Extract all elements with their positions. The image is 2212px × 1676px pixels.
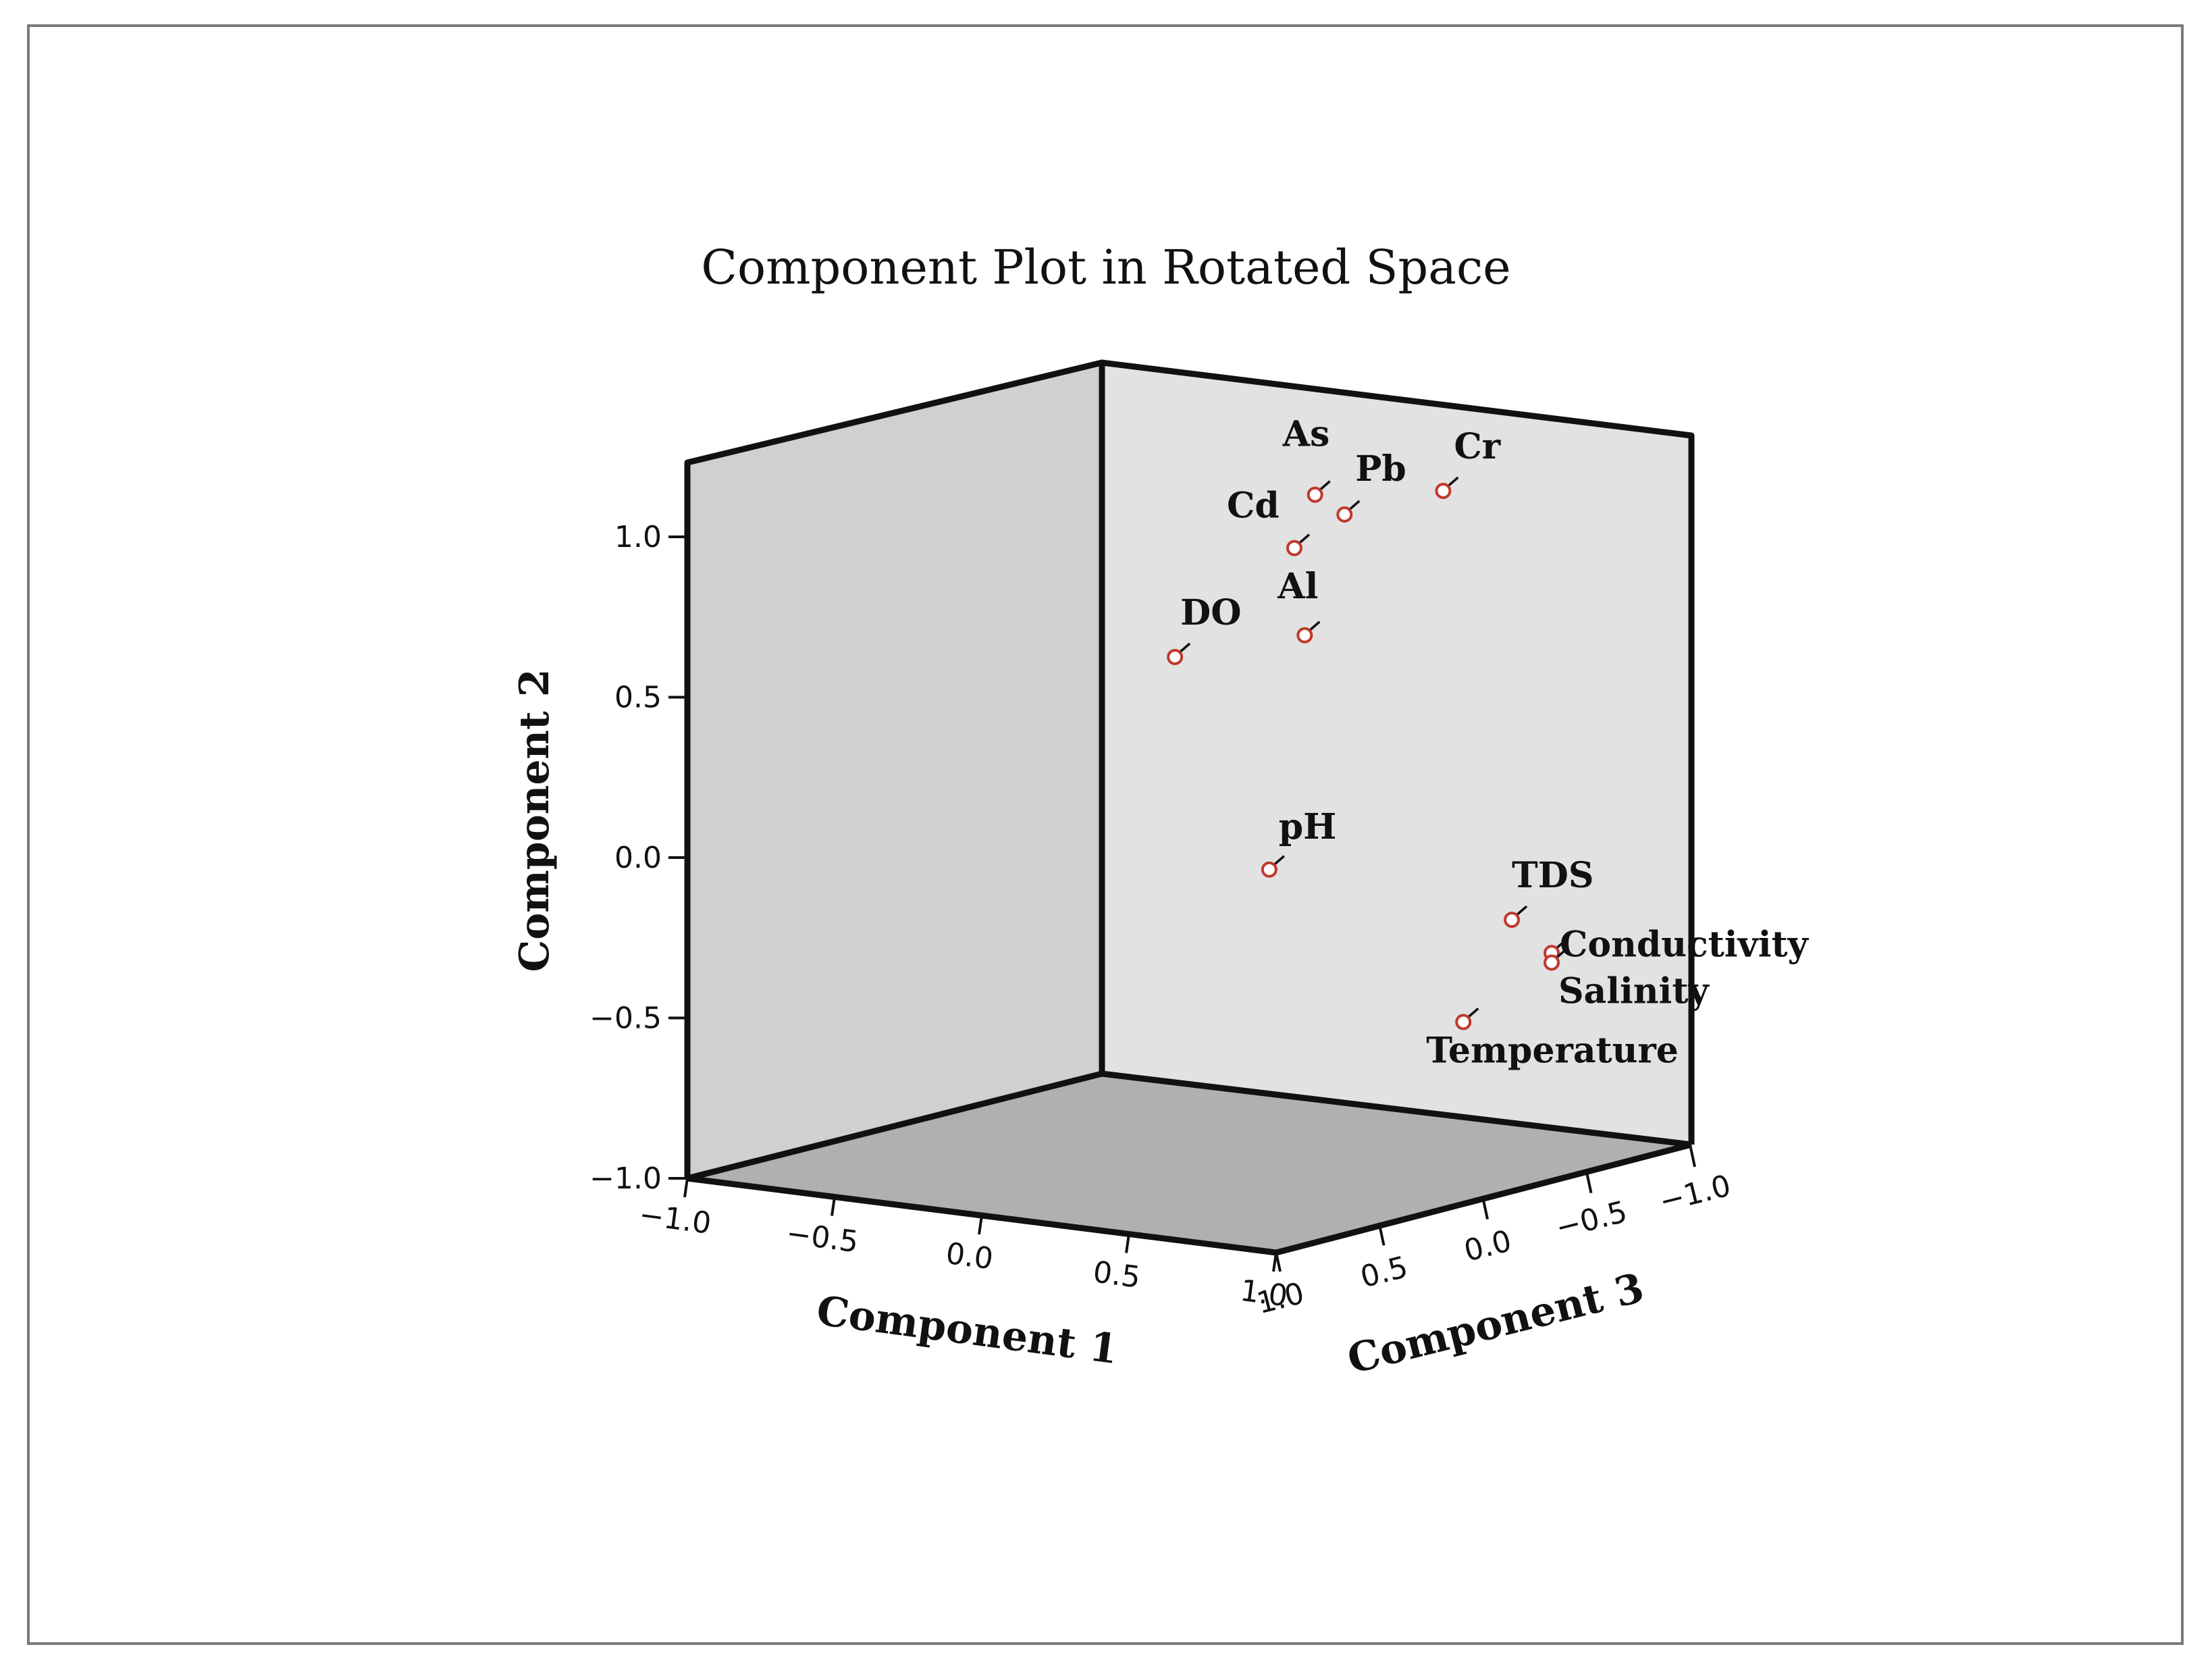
point-leader-tds bbox=[1515, 905, 1528, 916]
point-marker-temperature bbox=[1455, 1014, 1472, 1030]
right-wall bbox=[1102, 363, 1691, 1145]
point-label-cr: Cr bbox=[1454, 426, 1500, 467]
z-tick-mark bbox=[1378, 1226, 1386, 1246]
point-leader-pb bbox=[1348, 500, 1361, 511]
chart-title: Component Plot in Rotated Space bbox=[701, 240, 1510, 295]
point-leader-ph bbox=[1273, 855, 1285, 866]
box-edges bbox=[684, 359, 1695, 1256]
x-tick-mark bbox=[831, 1197, 836, 1216]
point-label-salinity: Salinity bbox=[1558, 971, 1710, 1012]
point-leader-do bbox=[1178, 642, 1191, 654]
point-marker-tds bbox=[1504, 912, 1521, 928]
point-marker-ph bbox=[1261, 861, 1278, 878]
left-wall bbox=[687, 363, 1102, 1178]
point-marker-cd bbox=[1286, 540, 1302, 556]
point-label-tds: TDS bbox=[1512, 855, 1594, 896]
points-layer: As Pb Cr Cd Al DO pH TDS Conductivity Salinity Tem… bbox=[1167, 414, 1809, 1072]
point-label-pb: Pb bbox=[1355, 448, 1406, 490]
z-tick-mark bbox=[1482, 1200, 1489, 1220]
x-tick-label: 0.0 bbox=[944, 1236, 995, 1277]
z-tick-mark bbox=[1689, 1147, 1696, 1168]
z-tick-mark bbox=[1585, 1174, 1593, 1194]
point-leader-temperature bbox=[1467, 1007, 1479, 1018]
point-label-as: As bbox=[1282, 414, 1330, 455]
y-tick-label: 0.0 bbox=[614, 841, 662, 875]
z-tick-mark bbox=[1275, 1252, 1282, 1272]
z-tick-label: −1.0 bbox=[1656, 1168, 1734, 1219]
tick-layer: −1.0−0.50.00.51.0−1.0 −0.5 0.0 0.5 1.01.00.5… bbox=[589, 520, 1734, 1321]
z-tick-label: 0.0 bbox=[1460, 1224, 1515, 1268]
x-tick-label: −1.0 bbox=[637, 1197, 714, 1241]
point-label-al: Al bbox=[1277, 566, 1318, 607]
point-marker-pb bbox=[1336, 506, 1353, 523]
y-axis-title: Component 2 bbox=[511, 669, 558, 972]
x-tick-label: −0.5 bbox=[785, 1216, 861, 1260]
y-tick-label: 1.0 bbox=[614, 520, 662, 554]
z-tick-label: −0.5 bbox=[1552, 1195, 1631, 1245]
point-marker-do bbox=[1167, 649, 1184, 665]
point-label-do: DO bbox=[1180, 592, 1241, 633]
point-leader-conductivity bbox=[1555, 938, 1568, 949]
x-tick-mark bbox=[1125, 1234, 1130, 1253]
point-marker-cr bbox=[1435, 483, 1452, 499]
point-marker-as bbox=[1307, 486, 1323, 503]
y-tick-label: −1.0 bbox=[589, 1161, 662, 1196]
point-leader-al bbox=[1309, 621, 1321, 632]
y-tick-label: 0.5 bbox=[614, 681, 662, 715]
x-tick-label: 1.0 bbox=[1238, 1274, 1290, 1314]
x-tick-mark bbox=[978, 1215, 983, 1235]
y-tick-label: −0.5 bbox=[589, 1001, 662, 1036]
point-marker-salinity bbox=[1544, 954, 1560, 971]
point-label-cd: Cd bbox=[1227, 486, 1280, 527]
point-leader-cr bbox=[1447, 476, 1459, 488]
point-leader-salinity bbox=[1555, 948, 1568, 959]
z-tick-label: 0.5 bbox=[1357, 1250, 1411, 1294]
point-label-conductivity: Conductivity bbox=[1560, 924, 1809, 965]
x-tick-label: 0.5 bbox=[1091, 1255, 1142, 1295]
x-axis-title: Component 1 bbox=[814, 1287, 1120, 1373]
point-leader-as bbox=[1319, 480, 1331, 491]
point-label-ph: pH bbox=[1279, 806, 1337, 847]
point-leader-cd bbox=[1298, 533, 1311, 544]
point-label-temperature: Temperature bbox=[1426, 1030, 1679, 1072]
point-marker-al bbox=[1296, 627, 1313, 644]
x-tick-mark bbox=[683, 1178, 689, 1198]
